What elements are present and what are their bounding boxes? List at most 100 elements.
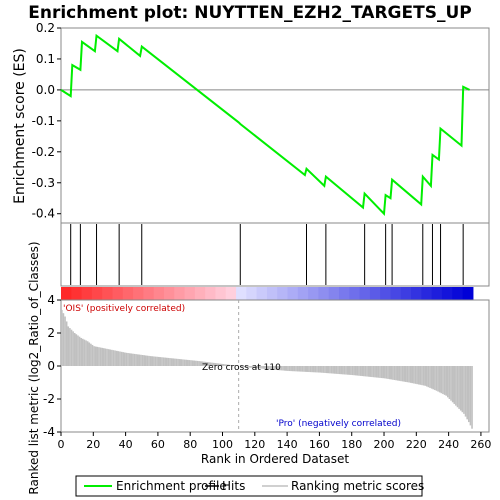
metric-bar	[279, 366, 281, 371]
metric-bar	[115, 350, 118, 366]
metric-bar	[275, 366, 278, 370]
metric-bar	[246, 366, 249, 368]
metric-bar	[346, 366, 349, 375]
metric-bar	[143, 355, 145, 366]
metric-bar	[451, 366, 454, 403]
metric-bar	[130, 353, 133, 366]
metric-bar	[327, 366, 330, 374]
x-tick-label: 100	[212, 438, 233, 451]
metric-bar	[298, 366, 301, 372]
metric-bar	[434, 366, 436, 391]
es-ytick-label: -0.3	[32, 176, 55, 190]
metric-bar	[301, 366, 304, 372]
color-bar-segment	[133, 287, 144, 301]
color-bar-segment	[400, 287, 412, 301]
legend-label: Ranking metric scores	[291, 479, 424, 493]
x-tick-label: 80	[183, 438, 197, 451]
metric-bar	[422, 366, 425, 386]
color-bar-segment	[308, 287, 320, 301]
x-tick-label: 200	[374, 438, 395, 451]
metric-bar	[443, 366, 446, 395]
metric-bar	[111, 349, 113, 366]
es-ytick-label: 0.2	[36, 21, 55, 35]
metric-bar	[377, 366, 380, 378]
x-tick-label: 260	[470, 438, 491, 451]
metric-bar	[285, 366, 288, 371]
metric-bar	[311, 366, 313, 373]
metric-bar	[248, 366, 250, 368]
metric-bar	[128, 353, 131, 366]
metric-bar	[435, 366, 438, 391]
metric-bar	[198, 361, 200, 366]
metric-bar	[101, 347, 103, 366]
metric-bar	[112, 350, 115, 366]
metric-bar	[296, 366, 299, 372]
metric-bar	[149, 356, 152, 366]
metric-bar	[204, 361, 207, 366]
metric-bar	[96, 346, 99, 366]
metric-bar	[414, 366, 417, 384]
metric-bar	[85, 340, 87, 366]
metric-bar	[385, 366, 388, 379]
metric-bar	[253, 366, 255, 368]
metric-bar	[293, 366, 296, 372]
metric-bar	[411, 366, 414, 384]
metric-bar	[154, 356, 157, 366]
metric-bar	[350, 366, 352, 375]
metric-bar	[306, 366, 309, 372]
metric-bar	[249, 366, 252, 368]
color-bar-segment	[61, 287, 72, 301]
metric-bar	[258, 366, 260, 369]
metric-bar	[206, 362, 208, 366]
metric-bar	[70, 329, 73, 366]
metric-bar	[308, 366, 310, 373]
metric-bar	[62, 313, 65, 366]
metric-bar	[442, 366, 444, 395]
metric-bar	[342, 366, 344, 375]
color-bar-segment	[71, 287, 83, 301]
metric-bar	[93, 346, 95, 366]
metric-bar	[109, 349, 112, 366]
metric-bar	[99, 347, 102, 366]
metric-bar	[153, 356, 155, 366]
metric-bar	[219, 363, 221, 366]
metric-bar	[174, 358, 176, 366]
metric-bar	[264, 366, 267, 369]
x-tick-label: 240	[438, 438, 459, 451]
metric-bar	[107, 349, 110, 366]
metric-bar	[259, 366, 262, 369]
metric-bar	[324, 366, 326, 373]
color-bar-segment	[163, 287, 175, 301]
metric-bar	[146, 355, 149, 366]
color-bar-segment	[153, 287, 165, 301]
metric-bar	[207, 362, 210, 366]
metric-bar	[69, 328, 71, 366]
metric-bar	[157, 356, 160, 366]
color-bar-segment	[112, 287, 124, 301]
metric-bar	[461, 366, 464, 413]
metric-bar	[374, 366, 376, 378]
metric-bar	[329, 366, 331, 374]
metric-bar	[471, 366, 473, 429]
metric-bar	[217, 363, 220, 366]
metric-ytick-label: 0	[47, 359, 55, 373]
metric-bar	[445, 366, 448, 396]
color-bar-segment	[277, 287, 289, 301]
x-tick-label: 0	[58, 438, 65, 451]
metric-bar	[388, 366, 391, 380]
metric-bar	[419, 366, 422, 385]
metric-bar	[180, 359, 183, 366]
metric-bar	[270, 366, 273, 370]
metric-bar	[384, 366, 386, 379]
x-tick-label: 180	[341, 438, 362, 451]
color-bar-segment	[225, 287, 237, 301]
metric-bar	[120, 351, 123, 366]
metric-bar	[190, 360, 192, 366]
metric-bar	[333, 366, 336, 374]
metric-bar	[193, 360, 196, 366]
metric-bar	[136, 354, 139, 366]
metric-bar	[282, 366, 284, 371]
metric-bar	[232, 365, 234, 366]
metric-bar	[132, 353, 134, 366]
metric-bar	[64, 316, 66, 366]
